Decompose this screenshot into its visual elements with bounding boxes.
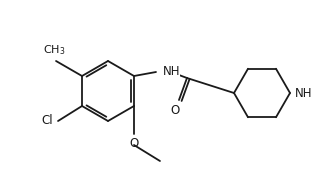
- Text: O: O: [129, 137, 139, 150]
- Text: CH$_3$: CH$_3$: [43, 43, 65, 57]
- Text: Cl: Cl: [41, 115, 53, 127]
- Text: NH: NH: [163, 64, 180, 78]
- Text: NH: NH: [295, 86, 312, 100]
- Text: O: O: [170, 104, 180, 117]
